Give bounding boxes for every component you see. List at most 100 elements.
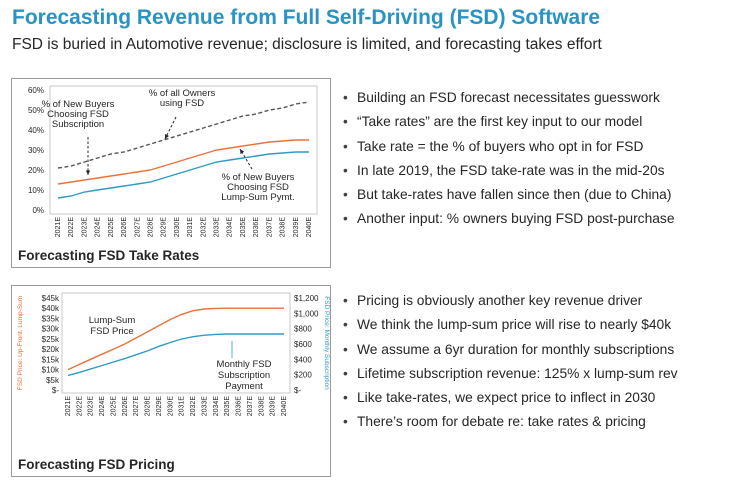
take-rates-chart: 0% 10% 20% 30% 40% 50% 60% 2021E 2022E 2023E 2024E…: [28, 85, 318, 238]
annotation-subscription: Choosing FSD: [47, 109, 109, 120]
pricing-caption: Forecasting FSD Pricing: [18, 457, 175, 472]
y-axis-label-left: FSD Price: Up-Front, Lump-Sum: [17, 296, 24, 390]
y-tick-label: 0%: [32, 206, 44, 215]
x-tick-label: 2023E: [81, 217, 88, 238]
x-tick-label: 2034E: [213, 396, 220, 417]
bullet-item: Pricing is obviously another key revenue…: [343, 292, 678, 316]
series-line-2: [57, 139, 309, 185]
x-tick-label: 2037E: [247, 396, 254, 417]
series-line-2: [67, 333, 284, 377]
x-tick-label: 2039E: [270, 396, 277, 417]
x-tick-label: 2035E: [224, 396, 231, 417]
annotation-arrow-head: [85, 170, 91, 175]
annotation-monthly: Payment: [225, 381, 263, 392]
y-right-tick-label: $1,000: [294, 309, 319, 318]
y-left-tick-label: $35k: [42, 314, 60, 323]
y-right-tick-label: $600: [294, 340, 312, 349]
x-tick-label: 2029E: [161, 217, 168, 238]
x-tick-label: 2027E: [134, 217, 141, 238]
bullet-item: Lifetime subscription revenue: 125% x lu…: [343, 365, 678, 389]
x-tick-label: 2032E: [190, 396, 197, 417]
series-line-1: [67, 307, 284, 371]
x-tick-label: 2022E: [68, 217, 75, 238]
annotation-monthly: Subscription: [218, 370, 270, 381]
y-tick-label: 50%: [28, 106, 44, 115]
annotation-arrow-head: [165, 134, 169, 139]
x-tick-label: 2026E: [121, 217, 128, 238]
take-rates-bullet-list: Building an FSD forecast necessitates gu…: [343, 89, 675, 235]
x-tick-label: 2033E: [201, 396, 208, 417]
x-tick-label: 2028E: [147, 217, 154, 238]
series-line-1: [57, 101, 310, 169]
x-tick-label: 2030E: [167, 396, 174, 417]
annotation-owners: % of all Owners: [149, 88, 216, 99]
y-left-tick-label: $-: [52, 386, 59, 395]
bullet-item: “Take rates” are the first key input to …: [343, 113, 675, 137]
x-tick-label: 2021E: [65, 396, 72, 417]
x-tick-label: 2039E: [293, 217, 300, 238]
annotation-subscription: % of New Buyers: [42, 99, 115, 110]
plot-area: [61, 292, 291, 394]
page-subtitle: FSD is buried in Automotive revenue; dis…: [12, 36, 602, 53]
y-tick-label: 40%: [28, 126, 44, 135]
bullet-item: In late 2019, the FSD take-rate was in t…: [343, 162, 675, 186]
x-tick-label: 2030E: [174, 217, 181, 238]
page-title: Forecasting Revenue from Full Self-Drivi…: [12, 6, 601, 29]
bullet-item: We think the lump-sum price will rise to…: [343, 316, 678, 340]
y-right-tick-label: $800: [294, 325, 312, 334]
x-tick-label: 2029E: [156, 396, 163, 417]
x-tick-label: 2031E: [179, 396, 186, 417]
y-left-tick-label: $5k: [46, 376, 60, 385]
pricing-panel: $- $5k $10k $15k $20k $25k $30k $35k $40k $45k $- $…: [11, 285, 331, 477]
x-tick-label: 2036E: [253, 217, 260, 238]
y-left-tick-label: $15k: [42, 355, 60, 364]
plot-area: [49, 85, 318, 215]
x-tick-label: 2033E: [214, 217, 221, 238]
y-axis-label-right: FSD Price: Monthly Subscription: [323, 296, 330, 390]
series-line-3: [57, 151, 309, 199]
x-tick-label: 2036E: [236, 396, 243, 417]
bullet-item: Take rate = the % of buyers who opt in f…: [343, 138, 675, 162]
bullet-item: Another input: % owners buying FSD post-…: [343, 210, 675, 234]
y-left-tick-label: $20k: [42, 345, 60, 354]
x-tick-label: 2040E: [281, 396, 288, 417]
bullet-item: We assume a 6yr duration for monthly sub…: [343, 341, 678, 365]
x-tick-label: 2025E: [108, 217, 115, 238]
annotation-lumpsum: % of New Buyers: [222, 172, 295, 183]
x-tick-label: 2024E: [95, 217, 102, 238]
annotation-subscription: Subscription: [52, 119, 104, 130]
y-tick-label: 30%: [28, 146, 44, 155]
y-tick-label: 10%: [28, 186, 44, 195]
y-right-tick-label: $200: [294, 371, 312, 380]
annotation-owners: using FSD: [160, 98, 204, 109]
bullet-item: There’s room for debate re: take rates &…: [343, 413, 678, 437]
x-tick-label: 2024E: [99, 396, 106, 417]
y-right-tick-label: $-: [294, 386, 301, 395]
x-tick-label: 2021E: [55, 217, 62, 238]
x-tick-label: 2028E: [145, 396, 152, 417]
y-right-tick-label: $1,200: [294, 294, 319, 303]
x-tick-label: 2025E: [110, 396, 117, 417]
take-rates-panel: 0% 10% 20% 30% 40% 50% 60% 2021E 2022E 2023E 2024E…: [11, 78, 331, 268]
y-tick-label: 20%: [28, 166, 44, 175]
bullet-item: Like take-rates, we expect price to infl…: [343, 389, 678, 413]
y-left-tick-label: $30k: [42, 325, 60, 334]
y-left-tick-label: $40k: [42, 304, 60, 313]
annotation-lumpsum: Lump-Sum: [89, 315, 136, 326]
x-tick-label: 2034E: [227, 217, 234, 238]
x-tick-label: 2037E: [266, 217, 273, 238]
x-tick-label: 2026E: [122, 396, 129, 417]
take-rates-caption: Forecasting FSD Take Rates: [18, 248, 200, 263]
x-tick-label: 2038E: [258, 396, 265, 417]
x-tick-label: 2040E: [306, 217, 313, 238]
annotation-lumpsum: FSD Price: [90, 326, 133, 337]
y-tick-label: 60%: [28, 86, 44, 95]
pricing-chart: $-$5k$10k$15k$20k$25k$30k$35k$40k$45k$-$…: [17, 292, 330, 417]
x-tick-label: 2023E: [88, 396, 95, 417]
x-tick-label: 2035E: [240, 217, 247, 238]
annotation-arrow-head: [240, 149, 245, 154]
annotation-lumpsum: Choosing FSD: [227, 182, 289, 193]
y-left-tick-label: $25k: [42, 335, 60, 344]
x-tick-label: 2038E: [280, 217, 287, 238]
x-tick-label: 2031E: [187, 217, 194, 238]
